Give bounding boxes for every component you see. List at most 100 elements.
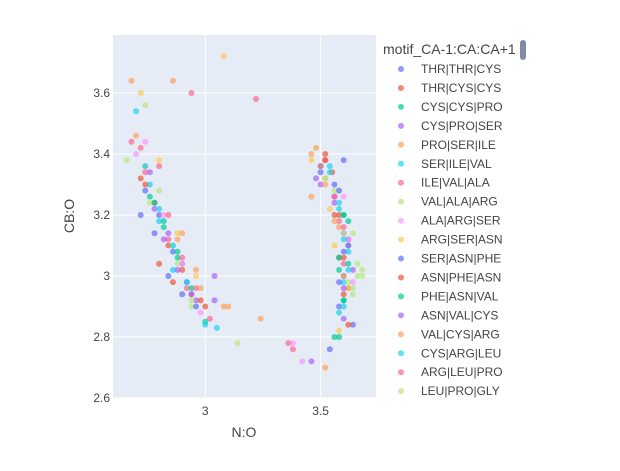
data-point [336, 266, 343, 273]
legend-item[interactable]: CYS|ARG|LEU [398, 346, 501, 360]
data-point [317, 181, 324, 188]
data-point [336, 218, 343, 225]
y-tick-label: 3.2 [93, 208, 110, 222]
data-point [156, 163, 163, 170]
data-point [179, 254, 186, 261]
data-point [340, 272, 347, 279]
legend-item[interactable]: VAL|CYS|ARG [398, 327, 500, 341]
legend-item[interactable]: ALA|ARG|SER [398, 214, 501, 228]
legend-label: PHE|ASN|VAL [421, 289, 499, 303]
data-point [133, 108, 140, 115]
data-point [146, 193, 153, 200]
data-point [336, 254, 343, 261]
legend-label: VAL|CYS|ARG [421, 327, 500, 341]
legend-label: LEU|PRO|GLY [421, 384, 500, 398]
data-point [179, 260, 186, 267]
data-point [197, 297, 204, 304]
legend-item[interactable]: PRO|SER|ILE [398, 138, 496, 152]
data-point [289, 340, 296, 347]
legend-item[interactable]: LEU|PRO|GLY [398, 384, 500, 398]
data-point [193, 285, 200, 292]
data-point [183, 279, 190, 286]
data-point [331, 199, 338, 206]
legend-item[interactable]: ASN|VAL|CYS [398, 308, 498, 322]
legend-label: CYS|ARG|LEU [421, 346, 501, 360]
legend-item[interactable]: THR|THR|CYS [398, 62, 501, 76]
data-point [340, 279, 347, 286]
legend-label: CYS|PRO|SER [421, 119, 503, 133]
legend-label: ARG|SER|ASN [421, 233, 503, 247]
series-cys-arg-leu [142, 163, 352, 328]
data-point [193, 297, 200, 304]
data-point [169, 266, 176, 273]
data-point [225, 303, 232, 310]
legend-item[interactable]: CYS|PRO|SER [398, 119, 503, 133]
x-tick-labels: 3 3.5 [202, 404, 329, 418]
legend-item[interactable]: SER|ASN|PHE [398, 252, 501, 266]
data-point [336, 309, 343, 316]
y-tick-label: 3.6 [93, 86, 110, 100]
data-point [354, 272, 361, 279]
data-point [165, 236, 172, 243]
legend-item[interactable]: ASN|PHE|ASN [398, 270, 501, 284]
data-point [253, 96, 260, 103]
data-point [317, 163, 324, 170]
data-point [179, 230, 186, 237]
y-tick-labels: 2.6 2.8 3 3.2 3.4 3.6 [93, 86, 110, 405]
legend-item[interactable]: ARG|LEU|PRO [398, 365, 503, 379]
data-point [188, 89, 195, 96]
data-point [133, 150, 140, 157]
data-point [349, 279, 356, 286]
data-point [183, 285, 190, 292]
data-point [340, 260, 347, 267]
data-point [345, 260, 352, 267]
data-point [169, 279, 176, 286]
data-point [354, 260, 361, 267]
data-point [169, 248, 176, 255]
data-point [345, 248, 352, 255]
legend-label: THR|CYS|CYS [421, 81, 501, 95]
data-point [137, 175, 144, 182]
legend-marker [398, 255, 404, 262]
legend-item[interactable]: SER|ILE|VAL [398, 157, 492, 171]
data-point [349, 266, 356, 273]
data-point [165, 272, 172, 279]
data-point [137, 89, 144, 96]
data-point [308, 157, 315, 164]
legend-item[interactable]: CYS|CYS|PRO [398, 100, 503, 114]
data-point [174, 254, 181, 261]
legend-marker [398, 293, 404, 300]
series-phe-asn-val [151, 199, 352, 340]
data-point [123, 157, 130, 164]
data-point [340, 236, 347, 243]
legend-marker [398, 141, 404, 148]
data-point [313, 175, 320, 182]
legend-item[interactable]: PHE|ASN|VAL [398, 289, 499, 303]
data-point [326, 346, 333, 353]
data-point [165, 242, 172, 249]
data-point [326, 205, 333, 212]
legend-label: ASN|PHE|ASN [421, 270, 501, 284]
data-point [220, 53, 227, 60]
legend-item[interactable]: THR|CYS|CYS [398, 81, 501, 95]
legend-item[interactable]: VAL|ALA|ARG [398, 195, 498, 209]
data-point [359, 272, 366, 279]
data-point [322, 364, 329, 371]
legend-label: SER|ASN|PHE [421, 252, 501, 266]
data-point [336, 187, 343, 194]
legend-scrollbar[interactable] [520, 40, 526, 60]
y-tick-label: 2.8 [93, 330, 110, 344]
legend-item[interactable]: ARG|SER|ASN [398, 233, 503, 247]
data-point [349, 291, 356, 298]
data-point [142, 181, 149, 188]
series-val-cys-arg [133, 77, 347, 322]
data-point [345, 321, 352, 328]
legend-item[interactable]: ILE|VAL|ALA [398, 176, 490, 190]
legend-label: ASN|VAL|CYS [421, 308, 498, 322]
data-point [213, 324, 220, 331]
data-point [326, 169, 333, 176]
data-point [336, 327, 343, 334]
data-point [234, 340, 241, 347]
data-point [156, 205, 163, 212]
data-point [160, 211, 167, 218]
